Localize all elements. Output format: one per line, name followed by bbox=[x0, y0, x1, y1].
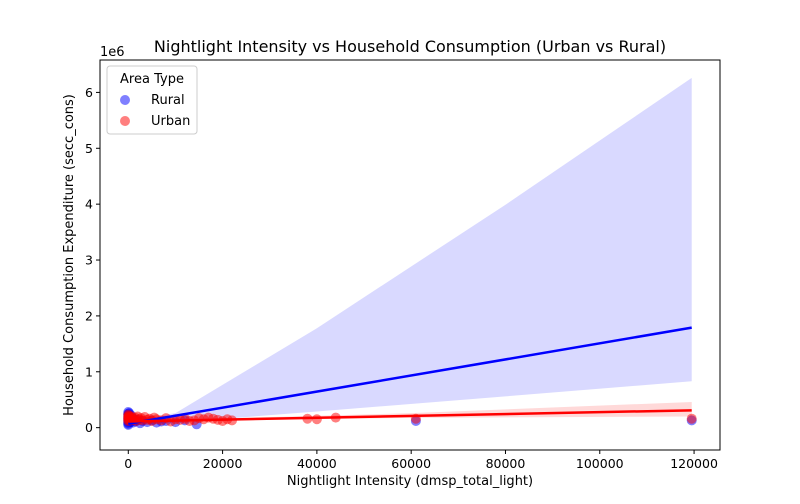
regression-line-urban bbox=[128, 409, 692, 423]
regression-lines bbox=[128, 326, 692, 425]
point-urban bbox=[311, 414, 322, 425]
axes-frame bbox=[99, 59, 721, 451]
point-urban bbox=[686, 413, 697, 424]
legend-marker-rural bbox=[120, 95, 130, 105]
x-tick-label: 120000 bbox=[670, 456, 718, 471]
x-tick-label: 0 bbox=[124, 456, 132, 471]
y-tick-label: 1 bbox=[85, 364, 93, 379]
y-tick-label: 5 bbox=[85, 141, 93, 156]
x-tick-label: 80000 bbox=[486, 456, 526, 471]
legend: Area Type Rural Urban bbox=[106, 65, 198, 135]
confidence-bands bbox=[128, 77, 692, 426]
x-tick-label: 60000 bbox=[391, 456, 431, 471]
y-axis-label: Household Consumption Expenditure (secc_… bbox=[62, 94, 77, 416]
legend-label-urban: Urban bbox=[151, 114, 190, 129]
x-tick-label: 40000 bbox=[297, 456, 337, 471]
x-axis-ticks: 0 20000 40000 60000 80000 100000 120000 bbox=[124, 450, 718, 471]
y-tick-label: 2 bbox=[85, 308, 93, 323]
x-axis-label: Nightlight Intensity (dmsp_total_light) bbox=[287, 474, 533, 489]
y-tick-label: 0 bbox=[85, 420, 93, 435]
legend-label-rural: Rural bbox=[151, 93, 185, 108]
y-tick-label: 3 bbox=[85, 253, 93, 268]
ci-band-rural bbox=[128, 77, 692, 426]
y-axis-offset-label: 1e6 bbox=[100, 45, 125, 60]
ci-band-urban bbox=[128, 401, 692, 423]
y-tick-label: 6 bbox=[85, 85, 93, 100]
y-axis-ticks: 0 1 2 3 4 5 6 bbox=[85, 85, 100, 435]
y-tick-label: 4 bbox=[85, 197, 93, 212]
legend-marker-urban bbox=[120, 116, 130, 126]
legend-box bbox=[106, 65, 198, 135]
legend-title: Area Type bbox=[120, 72, 184, 87]
regression-line-rural bbox=[128, 326, 692, 425]
chart-title: Nightlight Intensity vs Household Consum… bbox=[154, 37, 666, 56]
x-tick-label: 100000 bbox=[576, 456, 624, 471]
x-tick-label: 20000 bbox=[203, 456, 243, 471]
